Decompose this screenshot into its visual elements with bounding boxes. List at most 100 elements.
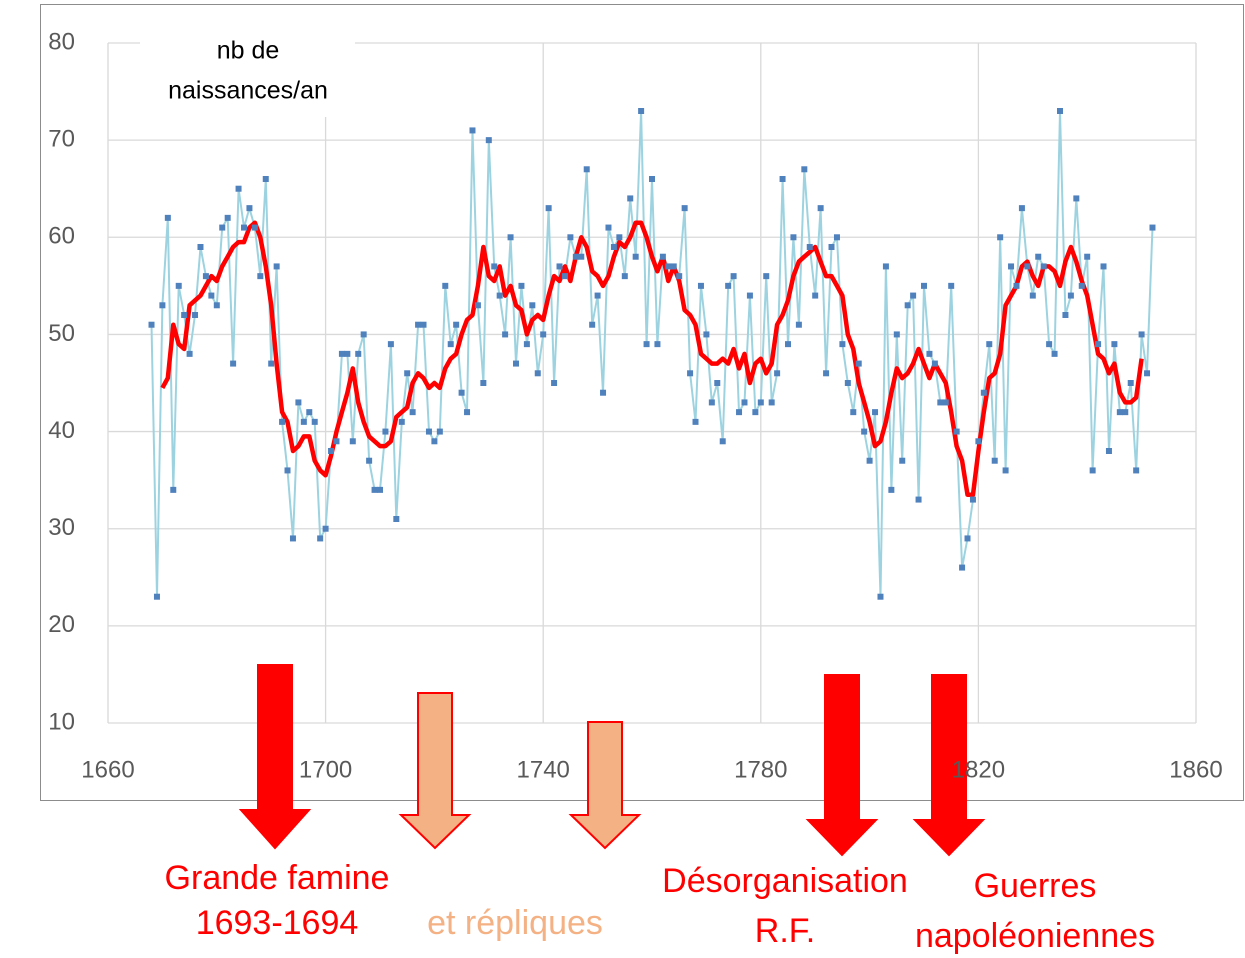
data-point — [192, 312, 199, 318]
data-point — [284, 467, 291, 474]
data-point — [513, 360, 519, 367]
data-point — [366, 457, 373, 464]
data-point — [681, 205, 688, 212]
data-point — [208, 292, 215, 299]
x-tick-label: 1700 — [299, 756, 352, 783]
data-point — [670, 263, 677, 270]
data-point — [600, 389, 607, 396]
data-point — [594, 292, 601, 299]
data-point — [882, 263, 889, 270]
y-tick-label: 10 — [48, 708, 75, 735]
series-line — [160, 220, 1144, 497]
data-point — [638, 108, 645, 114]
y-tick-label: 60 — [48, 223, 75, 250]
data-point — [387, 341, 394, 348]
data-point — [910, 292, 917, 299]
x-tick-label: 1780 — [734, 756, 787, 783]
data-point — [953, 428, 960, 435]
data-point — [474, 302, 481, 309]
data-point — [1089, 467, 1096, 474]
data-point — [779, 176, 786, 182]
arrow — [238, 664, 312, 850]
data-point — [610, 244, 617, 250]
data-point — [1105, 448, 1112, 454]
data-point — [1024, 263, 1031, 270]
data-point — [268, 360, 275, 367]
data-point — [328, 448, 335, 454]
y-tick-label: 70 — [48, 125, 75, 152]
data-point — [828, 244, 835, 250]
annotation: Guerres — [974, 867, 1097, 905]
data-point — [1029, 292, 1036, 299]
data-point — [719, 438, 726, 445]
data-point — [643, 341, 650, 348]
data-point — [181, 312, 188, 318]
data-point — [1133, 467, 1140, 474]
data-point — [817, 205, 824, 212]
annotation: napoléoniennes — [915, 917, 1155, 955]
data-point — [763, 273, 770, 280]
data-point — [572, 253, 579, 260]
data-point — [551, 380, 558, 386]
annotation: R.F. — [755, 912, 815, 950]
data-point — [235, 185, 242, 192]
data-point — [904, 302, 911, 309]
data-point — [1116, 409, 1123, 416]
x-tick-label: 1820 — [952, 756, 1005, 783]
data-point — [714, 380, 721, 386]
data-point — [262, 176, 269, 182]
data-point — [997, 234, 1004, 241]
data-point — [1149, 224, 1156, 231]
data-point — [246, 205, 253, 212]
data-point — [888, 486, 895, 493]
annotation: et répliques — [427, 904, 603, 942]
data-point — [317, 535, 324, 542]
data-point — [632, 253, 639, 260]
data-point — [986, 341, 993, 348]
data-point — [442, 282, 449, 289]
data-point — [621, 273, 628, 280]
arrow — [398, 692, 472, 850]
data-point — [561, 273, 568, 280]
data-point — [219, 224, 226, 231]
arrow — [912, 674, 986, 857]
data-point — [812, 292, 819, 299]
data-point — [790, 234, 797, 241]
data-point — [806, 244, 813, 250]
data-point — [921, 282, 927, 289]
data-point — [344, 350, 351, 357]
data-point — [197, 244, 204, 250]
data-point — [1018, 205, 1025, 212]
arrow — [568, 721, 642, 850]
data-point — [241, 224, 247, 231]
y-tick-label: 40 — [48, 417, 75, 444]
y-axis-label: nb de — [217, 37, 280, 65]
data-point — [377, 486, 383, 493]
data-point — [480, 380, 487, 386]
data-point — [665, 263, 672, 270]
data-point — [823, 370, 830, 377]
data-point — [768, 399, 775, 406]
data-point — [458, 389, 465, 396]
data-point — [844, 380, 851, 386]
data-point — [213, 302, 220, 309]
data-point — [730, 273, 737, 280]
data-point — [404, 370, 411, 377]
data-point — [942, 399, 949, 406]
data-point — [447, 341, 454, 348]
y-tick-label: 50 — [48, 320, 75, 347]
data-point — [425, 428, 432, 435]
data-point — [605, 224, 612, 231]
data-point — [697, 282, 704, 289]
arrows — [238, 664, 986, 857]
data-point — [382, 428, 389, 435]
data-point — [893, 331, 900, 338]
data-point — [415, 321, 422, 328]
data-point — [1073, 195, 1080, 202]
data-point — [746, 292, 753, 299]
data-point — [567, 234, 574, 241]
data-point — [338, 350, 345, 357]
data-point — [877, 593, 884, 600]
data-point — [899, 457, 906, 464]
